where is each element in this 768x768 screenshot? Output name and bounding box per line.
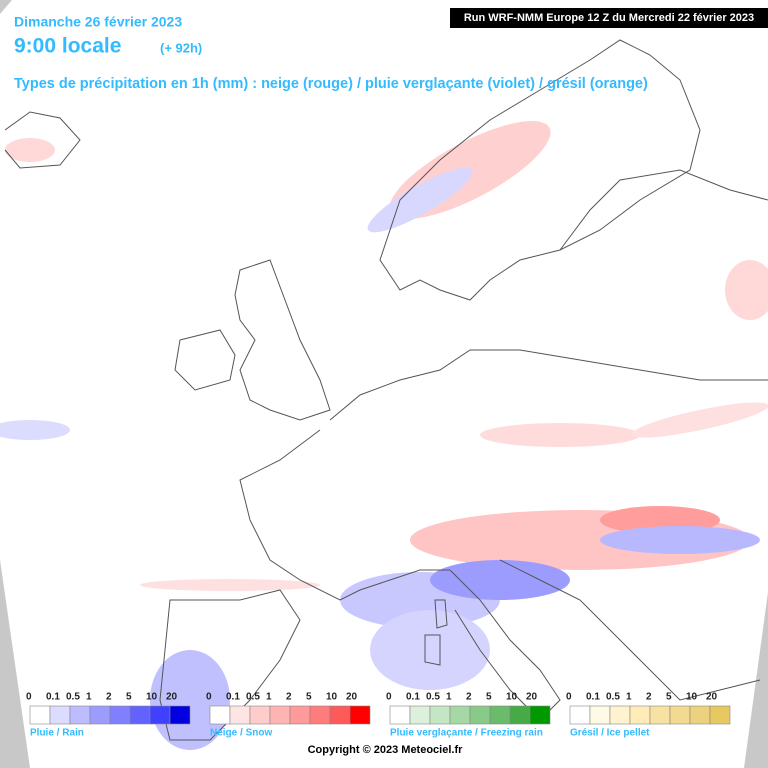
- legend-swatch: [349, 705, 371, 725]
- legend-tick: 10: [506, 692, 518, 703]
- legend-swatch: [569, 705, 591, 725]
- coastlines: [4, 39, 768, 741]
- legend-swatch: [649, 705, 671, 725]
- legend-label: Neige / Snow: [210, 728, 272, 739]
- legend-tick: 20: [346, 692, 358, 703]
- legend-label: Grésil / Ice pellet: [570, 728, 650, 739]
- map-subtitle: Types de précipitation en 1h (mm) : neig…: [14, 76, 648, 92]
- copyright: Copyright © 2023 Meteociel.fr: [308, 744, 464, 756]
- run-banner: [450, 8, 768, 28]
- legend-tick: 0.5: [426, 692, 440, 703]
- legend-tick: 10: [146, 692, 158, 703]
- legend-tick: 0: [386, 692, 392, 703]
- legend-tick: 2: [646, 692, 652, 703]
- legend-swatch: [289, 705, 311, 725]
- legend-tick: 20: [166, 692, 178, 703]
- legend-tick: 5: [486, 692, 492, 703]
- legend-swatch: [89, 705, 111, 725]
- legend-swatch: [249, 705, 271, 725]
- legend-swatch: [329, 705, 351, 725]
- legend-tick: 10: [686, 692, 698, 703]
- legend-tick: 5: [306, 692, 312, 703]
- legend-swatch: [149, 705, 171, 725]
- legend-tick: 1: [626, 692, 632, 703]
- legend-swatch: [409, 705, 431, 725]
- legend-tick: 1: [446, 692, 452, 703]
- legend-tick: 5: [126, 692, 132, 703]
- projection-edge: [0, 560, 30, 768]
- legend-tick: 0.1: [406, 692, 420, 703]
- legend-swatch: [429, 705, 451, 725]
- legend-tick: 1: [266, 692, 272, 703]
- legend-tick: 0.1: [226, 692, 240, 703]
- legend-tick: 0: [206, 692, 212, 703]
- legend-tick: 10: [326, 692, 338, 703]
- projection-edge: [744, 592, 768, 768]
- legend-swatch: [229, 705, 251, 725]
- legend-swatch: [669, 705, 691, 725]
- legend-tick: 0.5: [66, 692, 80, 703]
- legend-swatch: [129, 705, 151, 725]
- lead-time: (+ 92h): [160, 40, 202, 55]
- legend-tick: 2: [466, 692, 472, 703]
- legend-tick: 0: [566, 692, 572, 703]
- forecast-time: 9:00 locale: [14, 35, 121, 58]
- legend-swatch: [29, 705, 51, 725]
- legend-label: Pluie / Rain: [30, 728, 84, 739]
- legend-swatch: [389, 705, 411, 725]
- legend-swatch: [509, 705, 531, 725]
- run-info: Run WRF-NMM Europe 12 Z du Mercredi 22 f…: [464, 12, 754, 24]
- legend-tick: 20: [526, 692, 538, 703]
- legend-tick: 0.5: [606, 692, 620, 703]
- legend-swatch: [529, 705, 551, 725]
- legend-tick: 5: [666, 692, 672, 703]
- legend-swatch: [609, 705, 631, 725]
- legend-swatch: [449, 705, 471, 725]
- legend-tick: 0.5: [246, 692, 260, 703]
- legend-swatch: [629, 705, 651, 725]
- legend-label: Pluie verglaçante / Freezing rain: [390, 728, 543, 739]
- legend-swatch: [489, 705, 511, 725]
- legend-swatch: [169, 705, 191, 725]
- legend-tick: 0.1: [46, 692, 60, 703]
- legend-swatch: [709, 705, 731, 725]
- legend-swatch: [689, 705, 711, 725]
- legend-swatch: [309, 705, 331, 725]
- legend-swatch: [469, 705, 491, 725]
- legend-swatch: [589, 705, 611, 725]
- precipitation: [0, 121, 768, 750]
- projection-edge: [0, 0, 12, 14]
- legend-tick: 1: [86, 692, 92, 703]
- legend-swatch: [209, 705, 231, 725]
- legend-tick: 0: [26, 692, 32, 703]
- legend-tick: 0.1: [586, 692, 600, 703]
- legend-swatch: [49, 705, 71, 725]
- legend-swatch: [69, 705, 91, 725]
- legend-swatch: [109, 705, 131, 725]
- legend-tick: 20: [706, 692, 718, 703]
- legend-swatch: [269, 705, 291, 725]
- legend-tick: 2: [286, 692, 292, 703]
- legend-tick: 2: [106, 692, 112, 703]
- forecast-date: Dimanche 26 février 2023: [14, 14, 182, 30]
